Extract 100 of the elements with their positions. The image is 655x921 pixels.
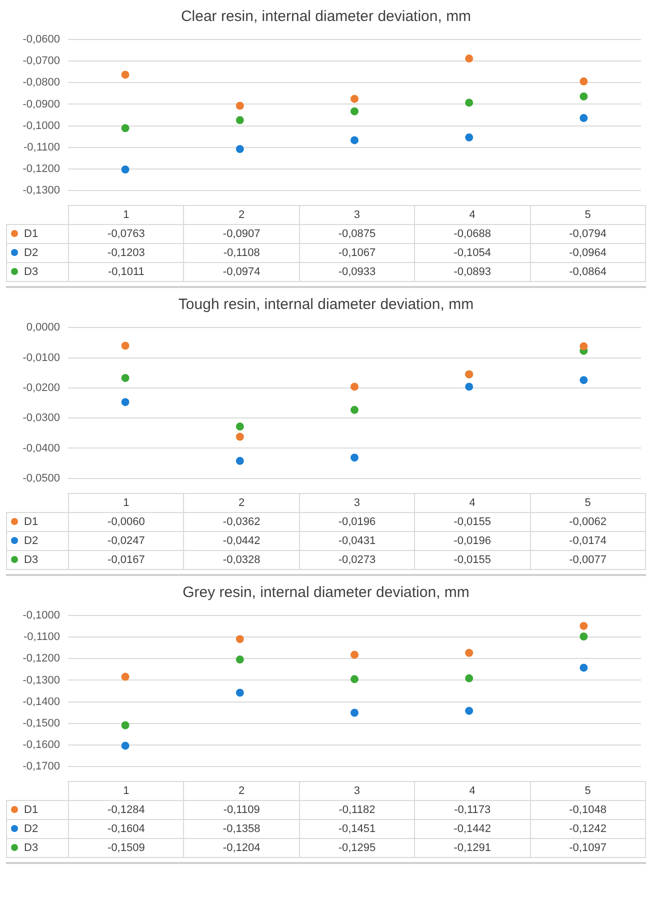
data-label: -0,0794 <box>530 224 646 244</box>
data-label: -0,1203 <box>68 244 184 262</box>
point <box>350 136 358 144</box>
y-tick-label: -0,1600 <box>22 738 60 751</box>
data-label: -0,0273 <box>299 550 415 570</box>
y-tick-label: -0,1000 <box>22 120 60 132</box>
point <box>465 98 474 107</box>
data-label: -0,1067 <box>299 244 415 262</box>
y-tick-label: -0,1400 <box>22 696 60 708</box>
y-tick-label: -0,0500 <box>22 472 60 484</box>
y-tick-label: -0,1200 <box>22 652 60 665</box>
data-label: -0,0933 <box>299 262 415 282</box>
y-tick-label: -0,1300 <box>22 184 60 196</box>
point <box>465 674 474 682</box>
data-label: -0,0688 <box>414 224 530 244</box>
point <box>236 116 244 124</box>
y-tick-label: -0,0200 <box>22 382 60 394</box>
data-label: -0,0907 <box>184 224 300 244</box>
data-label: -0,1011 <box>68 262 184 282</box>
y-tick-label: -0,1000 <box>22 610 60 622</box>
data-label: -0,0864 <box>530 262 646 282</box>
point <box>350 675 358 684</box>
y-tick-label: -0,1300 <box>22 674 60 686</box>
data-label: -0,1109 <box>184 800 300 820</box>
point <box>121 672 130 681</box>
legend-label: D2 <box>6 244 68 262</box>
data-label: -0,0763 <box>68 224 184 244</box>
data-label: -0,1291 <box>414 838 530 858</box>
legend-label: D3 <box>6 550 68 570</box>
data-label: -0,0060 <box>68 512 184 532</box>
point <box>236 422 244 431</box>
data-label: -0,0155 <box>414 512 530 532</box>
x-tick-label: 2 <box>184 494 300 512</box>
x-tick-label: 3 <box>299 782 415 800</box>
point <box>236 145 244 154</box>
point <box>121 342 130 350</box>
point <box>465 133 474 142</box>
point <box>121 124 130 132</box>
y-tick-label: -0,1700 <box>22 760 60 772</box>
point <box>236 432 244 441</box>
data-label: -0,0431 <box>299 532 415 550</box>
x-tick-label: 5 <box>530 494 646 512</box>
point <box>236 656 244 664</box>
data-label: -0,0964 <box>530 244 646 262</box>
data-label: -0,0174 <box>530 532 646 550</box>
point <box>236 456 244 465</box>
x-tick-label: 1 <box>68 494 184 512</box>
point <box>350 94 358 103</box>
y-tick-label: -0,0100 <box>22 352 60 364</box>
point <box>580 622 588 630</box>
data-label: -0,0328 <box>184 550 300 570</box>
data-label: -0,0362 <box>184 512 300 532</box>
data-label: -0,1604 <box>68 820 184 838</box>
data-label: -0,0077 <box>530 550 646 570</box>
x-tick-label: 1 <box>68 206 184 224</box>
point <box>580 342 588 350</box>
point <box>236 688 244 697</box>
point <box>236 102 244 110</box>
y-tick-label: -0,1100 <box>24 141 60 154</box>
legend-label: D3 <box>6 838 68 858</box>
data-label: -0,1182 <box>299 800 415 820</box>
data-label: -0,1284 <box>68 800 184 820</box>
y-tick-label: -0,0300 <box>22 412 60 424</box>
data-label: -0,0442 <box>184 532 300 550</box>
x-tick-label: 4 <box>414 206 530 224</box>
point <box>350 650 358 659</box>
data-label: -0,0155 <box>414 550 530 570</box>
x-tick-label: 1 <box>68 782 184 800</box>
x-tick-label: 4 <box>414 494 530 512</box>
x-tick-label: 2 <box>184 206 300 224</box>
x-tick-label: 5 <box>530 782 646 800</box>
legend-label: D1 <box>6 224 68 244</box>
y-tick-label: -0,0600 <box>22 34 60 46</box>
data-label: -0,0893 <box>414 262 530 282</box>
point <box>465 54 474 63</box>
x-tick-label: 2 <box>184 782 300 800</box>
data-label: -0,1295 <box>299 838 415 858</box>
data-label: -0,1451 <box>299 820 415 838</box>
x-tick-label: 5 <box>530 206 646 224</box>
x-tick-label: 4 <box>414 782 530 800</box>
data-label: -0,1054 <box>414 244 530 262</box>
data-label: -0,1242 <box>530 820 646 838</box>
point <box>580 114 588 122</box>
data-label: -0,0196 <box>299 512 415 532</box>
data-label: -0,1358 <box>184 820 300 838</box>
data-label: -0,0167 <box>68 550 184 570</box>
data-label: -0,0062 <box>530 512 646 532</box>
x-tick-label: 3 <box>299 494 415 512</box>
data-label: -0,1509 <box>68 838 184 858</box>
data-label: -0,0974 <box>184 262 300 282</box>
point <box>580 632 588 640</box>
data-label: -0,1204 <box>184 838 300 858</box>
point <box>465 706 474 715</box>
legend-label: D1 <box>6 512 68 532</box>
chart-title: Tough resin, internal diameter deviation, mm <box>177 295 475 313</box>
point <box>350 107 358 116</box>
point <box>465 382 474 391</box>
point <box>580 92 588 100</box>
y-tick-label: -0,1200 <box>22 162 60 175</box>
point <box>350 382 358 391</box>
